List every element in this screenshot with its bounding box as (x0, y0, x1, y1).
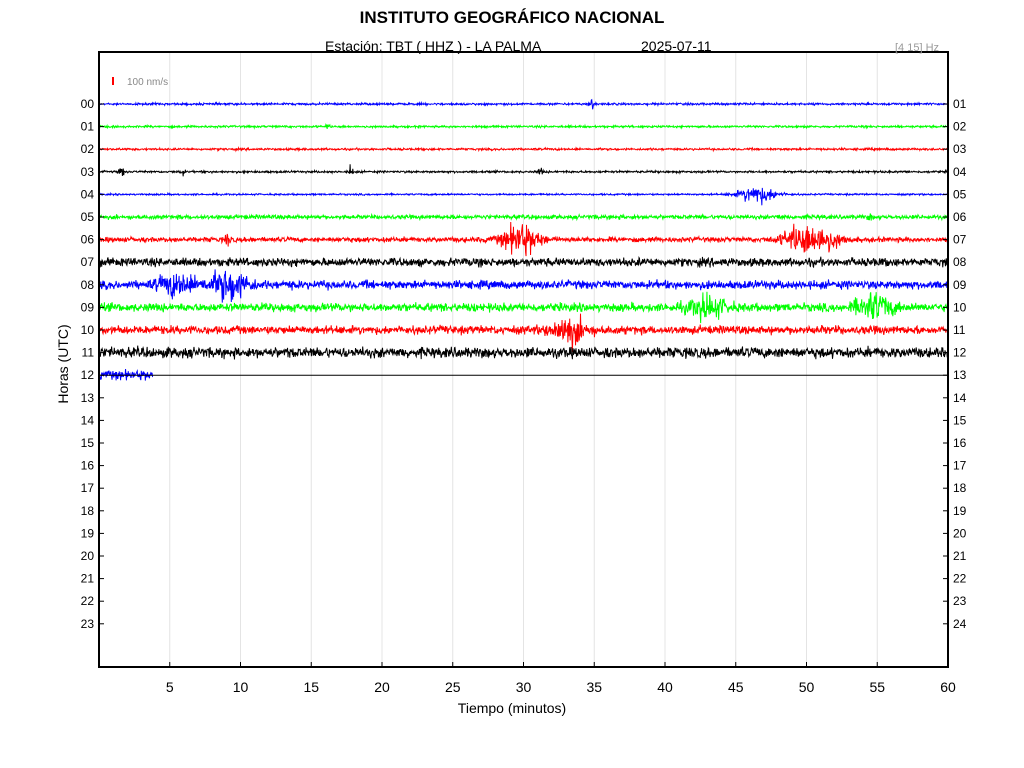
y-tick-label: 12 (81, 368, 95, 382)
y-tick-label: 04 (953, 165, 967, 179)
y-tick-label: 01 (81, 120, 95, 134)
seismic-traces (98, 98, 949, 381)
y-tick-label: 11 (82, 346, 95, 360)
x-tick-label: 25 (445, 679, 461, 695)
x-tick-label: 55 (869, 679, 885, 695)
y-tick-label: 19 (81, 526, 95, 540)
trace-hour-08 (98, 269, 949, 303)
station-label: Estación: TBT ( HHZ ) - LA PALMA (325, 38, 542, 54)
y-tick-label: 13 (953, 368, 967, 382)
x-tick-label: 60 (940, 679, 956, 695)
vertical-grid (169, 52, 878, 667)
y-tick-label: 09 (953, 278, 967, 292)
y-axis-right-ticks: 01 02 03 04 05 06 07 08 09 10 11 12 13 14 15 16 17 18 19 20… (943, 97, 967, 631)
y-tick-label: 20 (953, 526, 967, 540)
x-tick-label: 10 (233, 679, 249, 695)
y-tick-label: 21 (81, 572, 95, 586)
y-tick-label: 19 (953, 504, 967, 518)
y-tick-label: 05 (953, 187, 967, 201)
page-title: INSTITUTO GEOGRÁFICO NACIONAL (359, 8, 665, 27)
y-tick-label: 10 (81, 323, 95, 337)
y-tick-label: 18 (81, 504, 95, 518)
y-tick-label: 23 (953, 594, 967, 608)
date-label: 2025-07-11 (641, 38, 712, 54)
y-tick-label: 24 (953, 617, 967, 631)
y-tick-label: 06 (953, 210, 967, 224)
trace-hour-11 (98, 345, 949, 360)
y-tick-label: 09 (81, 300, 95, 314)
y-tick-label: 13 (81, 391, 95, 405)
y-axis-left-ticks: 00 01 02 03 04 05 06 07 08 09 10 11 12 13 14 15 16 17 18 19… (81, 97, 104, 631)
x-axis-ticks: 5 10 15 20 25 30 35 40 45 50 55 60 (166, 662, 956, 695)
x-tick-label: 30 (516, 679, 532, 695)
x-tick-label: 40 (657, 679, 673, 695)
x-tick-label: 50 (799, 679, 815, 695)
x-tick-label: 20 (374, 679, 390, 695)
y-tick-label: 12 (953, 346, 967, 360)
y-tick-label: 23 (81, 617, 95, 631)
y-tick-label: 22 (953, 572, 967, 586)
y-tick-label: 05 (81, 210, 95, 224)
y-tick-label: 14 (953, 391, 967, 405)
y-tick-label: 07 (81, 255, 95, 269)
y-tick-label: 15 (953, 413, 967, 427)
scale-label: 100 nm/s (127, 77, 168, 88)
y-tick-label: 08 (953, 255, 967, 269)
scale-mark (112, 77, 114, 85)
y-tick-label: 18 (953, 481, 967, 495)
y-tick-label: 20 (81, 549, 95, 563)
trace-hour-10 (98, 313, 949, 353)
y-tick-label: 06 (81, 233, 95, 247)
y-tick-label: 02 (953, 120, 967, 134)
y-tick-label: 10 (953, 300, 967, 314)
y-tick-label: 16 (953, 436, 967, 450)
y-axis-label: Horas (UTC) (55, 324, 71, 404)
y-tick-label: 17 (81, 481, 95, 495)
scale-bar: 100 nm/s (112, 77, 168, 88)
y-tick-label: 16 (81, 459, 95, 473)
y-tick-label: 04 (81, 187, 95, 201)
y-tick-label: 14 (81, 413, 95, 427)
trace-hour-07 (98, 255, 949, 269)
trace-hour-04 (98, 187, 949, 206)
trace-hour-02 (98, 146, 949, 153)
y-tick-label: 21 (953, 549, 967, 563)
trace-hour-09 (98, 291, 949, 324)
y-tick-label: 01 (953, 97, 967, 111)
filter-label: [4 15] Hz (895, 42, 940, 54)
y-tick-label: 17 (953, 459, 967, 473)
trace-hour-05 (98, 212, 949, 222)
y-tick-label: 02 (81, 142, 95, 156)
y-tick-label: 03 (81, 165, 95, 179)
y-tick-label: 22 (81, 594, 95, 608)
trace-hour-06 (98, 222, 949, 257)
y-tick-label: 15 (81, 436, 95, 450)
trace-hour-03 (98, 164, 948, 177)
x-tick-label: 5 (166, 679, 174, 695)
y-tick-label: 03 (953, 142, 967, 156)
x-axis-label: Tiempo (minutos) (457, 700, 567, 716)
trace-hour-00 (98, 98, 949, 110)
x-tick-label: 15 (303, 679, 319, 695)
y-tick-label: 07 (953, 233, 967, 247)
y-tick-label: 11 (953, 323, 966, 337)
x-tick-label: 35 (586, 679, 602, 695)
x-tick-label: 45 (728, 679, 744, 695)
y-tick-label: 00 (81, 97, 95, 111)
trace-hour-01 (98, 122, 949, 130)
y-tick-label: 08 (81, 278, 95, 292)
